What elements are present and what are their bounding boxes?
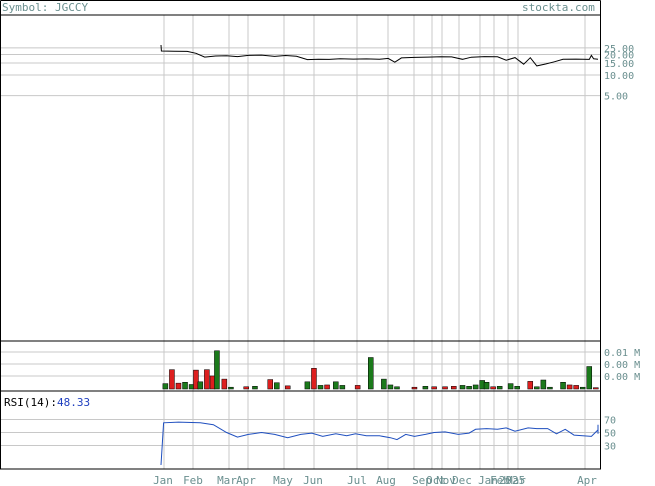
price-tick-label: 20.00 <box>604 50 634 61</box>
volume-bar <box>422 386 429 390</box>
volume-tick-label: 0.01 M <box>604 348 640 359</box>
volume-bar <box>507 383 514 390</box>
x-axis-label: Mar <box>506 474 526 486</box>
volume-bar <box>228 386 234 390</box>
volume-bar <box>496 386 503 390</box>
volume-bar <box>560 382 566 390</box>
volume-bar <box>243 386 249 390</box>
rsi-tick-label: 70 <box>604 416 616 427</box>
price-tick-label: 25.00 <box>604 44 634 55</box>
x-axis-label: Jul <box>347 474 367 486</box>
rsi-frame <box>0 390 601 470</box>
volume-bar <box>197 381 204 390</box>
volume-bar <box>324 384 330 390</box>
volume-bar <box>274 382 280 390</box>
volume-bar <box>483 382 490 390</box>
x-axis-label: Mar <box>217 474 237 486</box>
x-axis-label: Aug <box>376 474 396 486</box>
volume-bar <box>394 386 400 390</box>
volume-bar <box>162 383 169 390</box>
volume-bar <box>547 386 553 390</box>
volume-bar <box>182 382 188 390</box>
x-axis-label: Feb <box>490 474 510 486</box>
volume-bar <box>459 385 466 390</box>
price-line <box>160 44 599 67</box>
x-axis-label: Jan <box>153 474 173 486</box>
volume-bar <box>573 385 579 390</box>
volume-tick-label: 0.00 M <box>604 360 640 371</box>
volume-bar <box>490 386 496 390</box>
volume-bar <box>527 381 534 390</box>
volume-bar <box>169 369 175 390</box>
volume-bar <box>175 382 182 390</box>
rsi-tick-label: 50 <box>604 429 616 440</box>
rsi-line <box>160 421 599 466</box>
rsi-tick-label: 30 <box>604 442 616 453</box>
price-tick-label: 15.00 <box>604 59 634 70</box>
volume-bar <box>368 357 374 390</box>
volume-bar <box>586 366 593 390</box>
rsi-readout: RSI(14):48.33 <box>4 397 90 409</box>
brand-link[interactable]: stockta.com <box>522 1 595 14</box>
x-axis-label: May <box>273 474 293 486</box>
x-axis-label: Jan <box>478 474 498 486</box>
volume-bar <box>333 381 339 390</box>
volume-bar <box>411 386 418 390</box>
volume-bar <box>466 386 472 390</box>
x-axis-label: Dec <box>452 474 472 486</box>
volume-bar <box>514 386 520 390</box>
volume-bar <box>442 386 448 390</box>
volume-bar <box>214 350 220 390</box>
volume-bar <box>472 384 479 390</box>
volume-bar <box>534 386 540 390</box>
x-axis-label: 2025 <box>499 474 526 486</box>
volume-bar <box>284 385 291 390</box>
volume-bar <box>593 387 599 390</box>
price-tick-label: 5.00 <box>604 92 628 103</box>
volume-bar <box>540 379 547 390</box>
x-axis-label: Apr <box>236 474 256 486</box>
volume-bar <box>267 379 273 390</box>
volume-bar <box>381 378 387 390</box>
volume-bar <box>579 386 586 390</box>
x-axis-label: Apr <box>577 474 597 486</box>
x-axis-label: Nov <box>436 474 456 486</box>
volume-bar <box>204 369 210 390</box>
volume-bar <box>451 386 457 390</box>
volume-bar <box>354 385 361 390</box>
volume-bar <box>317 385 324 390</box>
price-frame <box>0 14 601 342</box>
x-axis-label: Oct <box>426 474 446 486</box>
symbol-prefix: Symbol: <box>2 1 49 14</box>
x-axis-label: Feb <box>183 474 203 486</box>
x-axis-label: Sep <box>412 474 432 486</box>
volume-bar <box>387 384 394 390</box>
price-tick-label: 10.00 <box>604 71 634 82</box>
volume-bar <box>311 368 317 390</box>
volume-bar <box>221 378 228 390</box>
volume-bar <box>304 381 311 390</box>
volume-tick-label: 0.00 M <box>604 372 640 383</box>
rsi-value: 48.33 <box>56 396 91 409</box>
volume-bar <box>431 386 437 390</box>
volume-bar <box>339 385 346 390</box>
volume-bar <box>252 386 258 390</box>
symbol-value: JGCCY <box>54 1 89 14</box>
volume-bar <box>566 384 573 390</box>
symbol-label: Symbol: JGCCY <box>2 2 88 14</box>
rsi-label: RSI(14): <box>4 396 57 409</box>
x-axis-label: Jun <box>303 474 323 486</box>
volume-bar <box>193 369 199 390</box>
